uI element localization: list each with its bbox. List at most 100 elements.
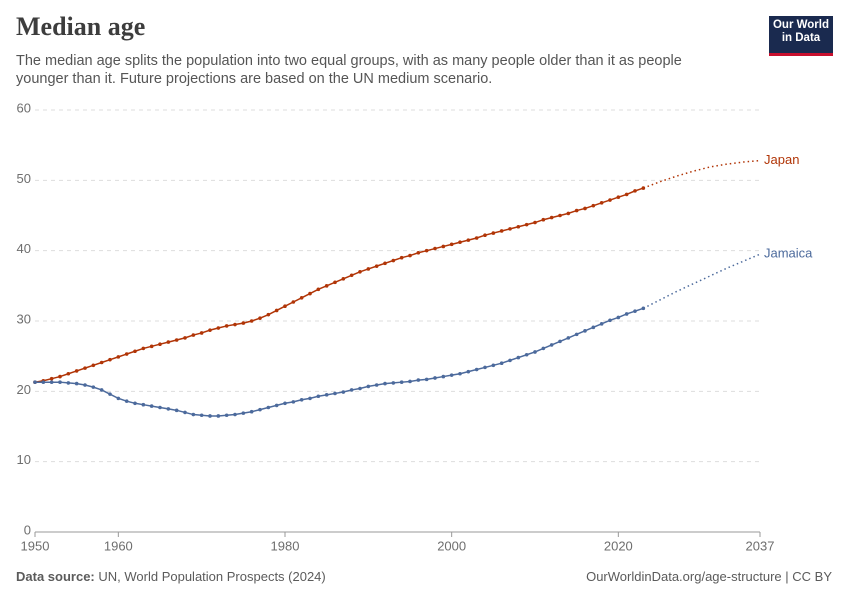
point [558,213,562,218]
point [416,378,421,382]
point [608,318,612,323]
point [183,336,187,340]
point [274,403,279,408]
point [358,386,362,391]
point [499,229,504,233]
point [624,312,629,316]
y-tick-label: 10 [17,452,31,467]
point [583,329,587,333]
point [566,336,571,340]
y-tick-label: 30 [17,311,31,326]
y-tick-label: 50 [17,171,31,186]
point [174,338,179,342]
point [216,414,221,418]
point [166,340,171,344]
point [466,369,471,374]
point [249,409,254,414]
point [433,246,437,251]
chart-title: Median age [16,12,146,41]
x-tick-label: 1980 [271,538,300,553]
x-tick-label: 1960 [104,538,133,553]
point [574,208,579,213]
point [341,277,346,281]
point [441,244,446,249]
point [33,380,37,384]
point [174,408,179,413]
point [516,355,521,360]
point [541,346,546,351]
legend-label: Jamaica [764,246,813,261]
point [333,391,337,396]
point [633,309,637,313]
y-tick-label: 0 [24,522,31,537]
point [316,287,321,292]
point [208,328,212,332]
point [433,376,437,380]
point [124,399,129,403]
point [483,365,487,370]
footer-source: Data source: UN, World Population Prospe… [16,569,326,584]
point [191,333,196,337]
point [133,349,137,354]
point [616,315,621,320]
point [391,381,396,385]
point [516,224,521,229]
point [66,381,71,385]
point [591,203,596,208]
point [383,261,387,266]
point [633,189,637,193]
point [316,394,321,399]
logo[interactable]: Our World in Data [769,16,833,56]
point [74,381,79,386]
point [591,325,596,330]
point [299,295,304,300]
footer-url[interactable]: OurWorldinData.org/age-structure | CC BY [586,569,832,584]
logo-line: Our World [772,19,829,31]
point [291,400,296,404]
point [83,383,87,387]
point [199,413,204,418]
chart-subtitle: The median age splits the population int… [16,53,682,87]
point [208,414,212,418]
point [224,324,229,328]
x-tick-label: 2037 [746,538,775,553]
point [91,385,96,389]
y-tick-label: 40 [17,241,31,256]
point [449,242,454,247]
point [308,291,312,296]
point [408,253,412,258]
point [541,217,546,222]
point [158,405,162,410]
point [66,371,71,376]
point [133,401,137,406]
point [533,220,537,225]
x-tick-label: 2020 [604,538,633,553]
point [141,346,146,351]
x-tick-label: 2000 [437,538,466,553]
point [533,350,537,354]
point [49,380,54,384]
point [241,321,246,325]
point [233,412,237,417]
point [49,376,54,381]
point [608,198,612,202]
point [408,379,412,384]
point [149,344,154,349]
point [374,264,379,268]
point [283,304,287,309]
point [358,269,362,274]
point [349,273,354,278]
point [249,319,254,323]
point [458,240,462,245]
point [366,267,371,271]
point [349,388,354,392]
projection-line [643,159,761,189]
point [524,222,529,227]
point [308,396,312,401]
point [483,233,487,237]
point [141,402,146,407]
point [258,316,262,320]
point [583,206,587,211]
point [599,322,604,326]
point [191,412,196,417]
